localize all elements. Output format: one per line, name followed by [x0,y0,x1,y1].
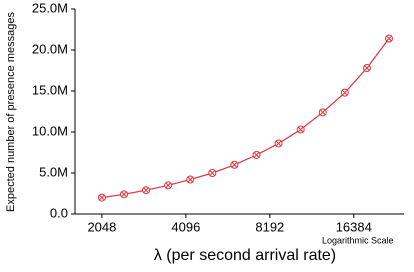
marker-cross [121,191,127,198]
marker-cross [231,161,238,168]
y-tick-label: 5.0M [39,164,68,179]
marker [252,150,261,159]
x-tick-label: 4096 [171,219,200,234]
marker [208,169,217,177]
marker-cross [143,187,149,194]
marker-cross [386,35,392,42]
annotation: Logarithmic Scale [322,235,394,245]
marker-cross [364,65,370,71]
marker [296,125,305,134]
marker-cross [297,126,304,133]
y-tick-label: 0.0 [50,205,68,220]
y-tick-label: 10.0M [32,123,68,138]
marker-cross [209,170,216,176]
marker [274,139,283,148]
marker [120,190,129,199]
x-tick-label: 2048 [87,219,116,234]
marker [385,34,394,43]
marker-cross [253,152,260,158]
y-tick-label: 20.0M [32,41,68,56]
marker [362,64,371,73]
marker-cross [319,109,326,116]
x-axis-label: λ (per second arrival rate) [154,247,336,264]
marker [186,175,195,184]
marker-cross [187,176,194,183]
marker [142,186,151,195]
series-line [101,38,390,199]
marker [97,193,106,202]
y-tick-label: 15.0M [32,82,68,97]
y-tick-label: 25.0M [32,0,68,15]
marker-cross [275,140,282,147]
x-tick-label: 8192 [255,219,284,234]
marker [340,88,349,97]
marker [164,181,173,190]
y-axis-label: Expected number of presence messages [5,12,17,212]
marker [318,108,327,117]
marker-cross [165,182,171,189]
x-tick-label: 16384 [336,219,372,234]
marker-cross [99,194,105,201]
marker [230,160,239,169]
marker-cross [342,89,348,96]
